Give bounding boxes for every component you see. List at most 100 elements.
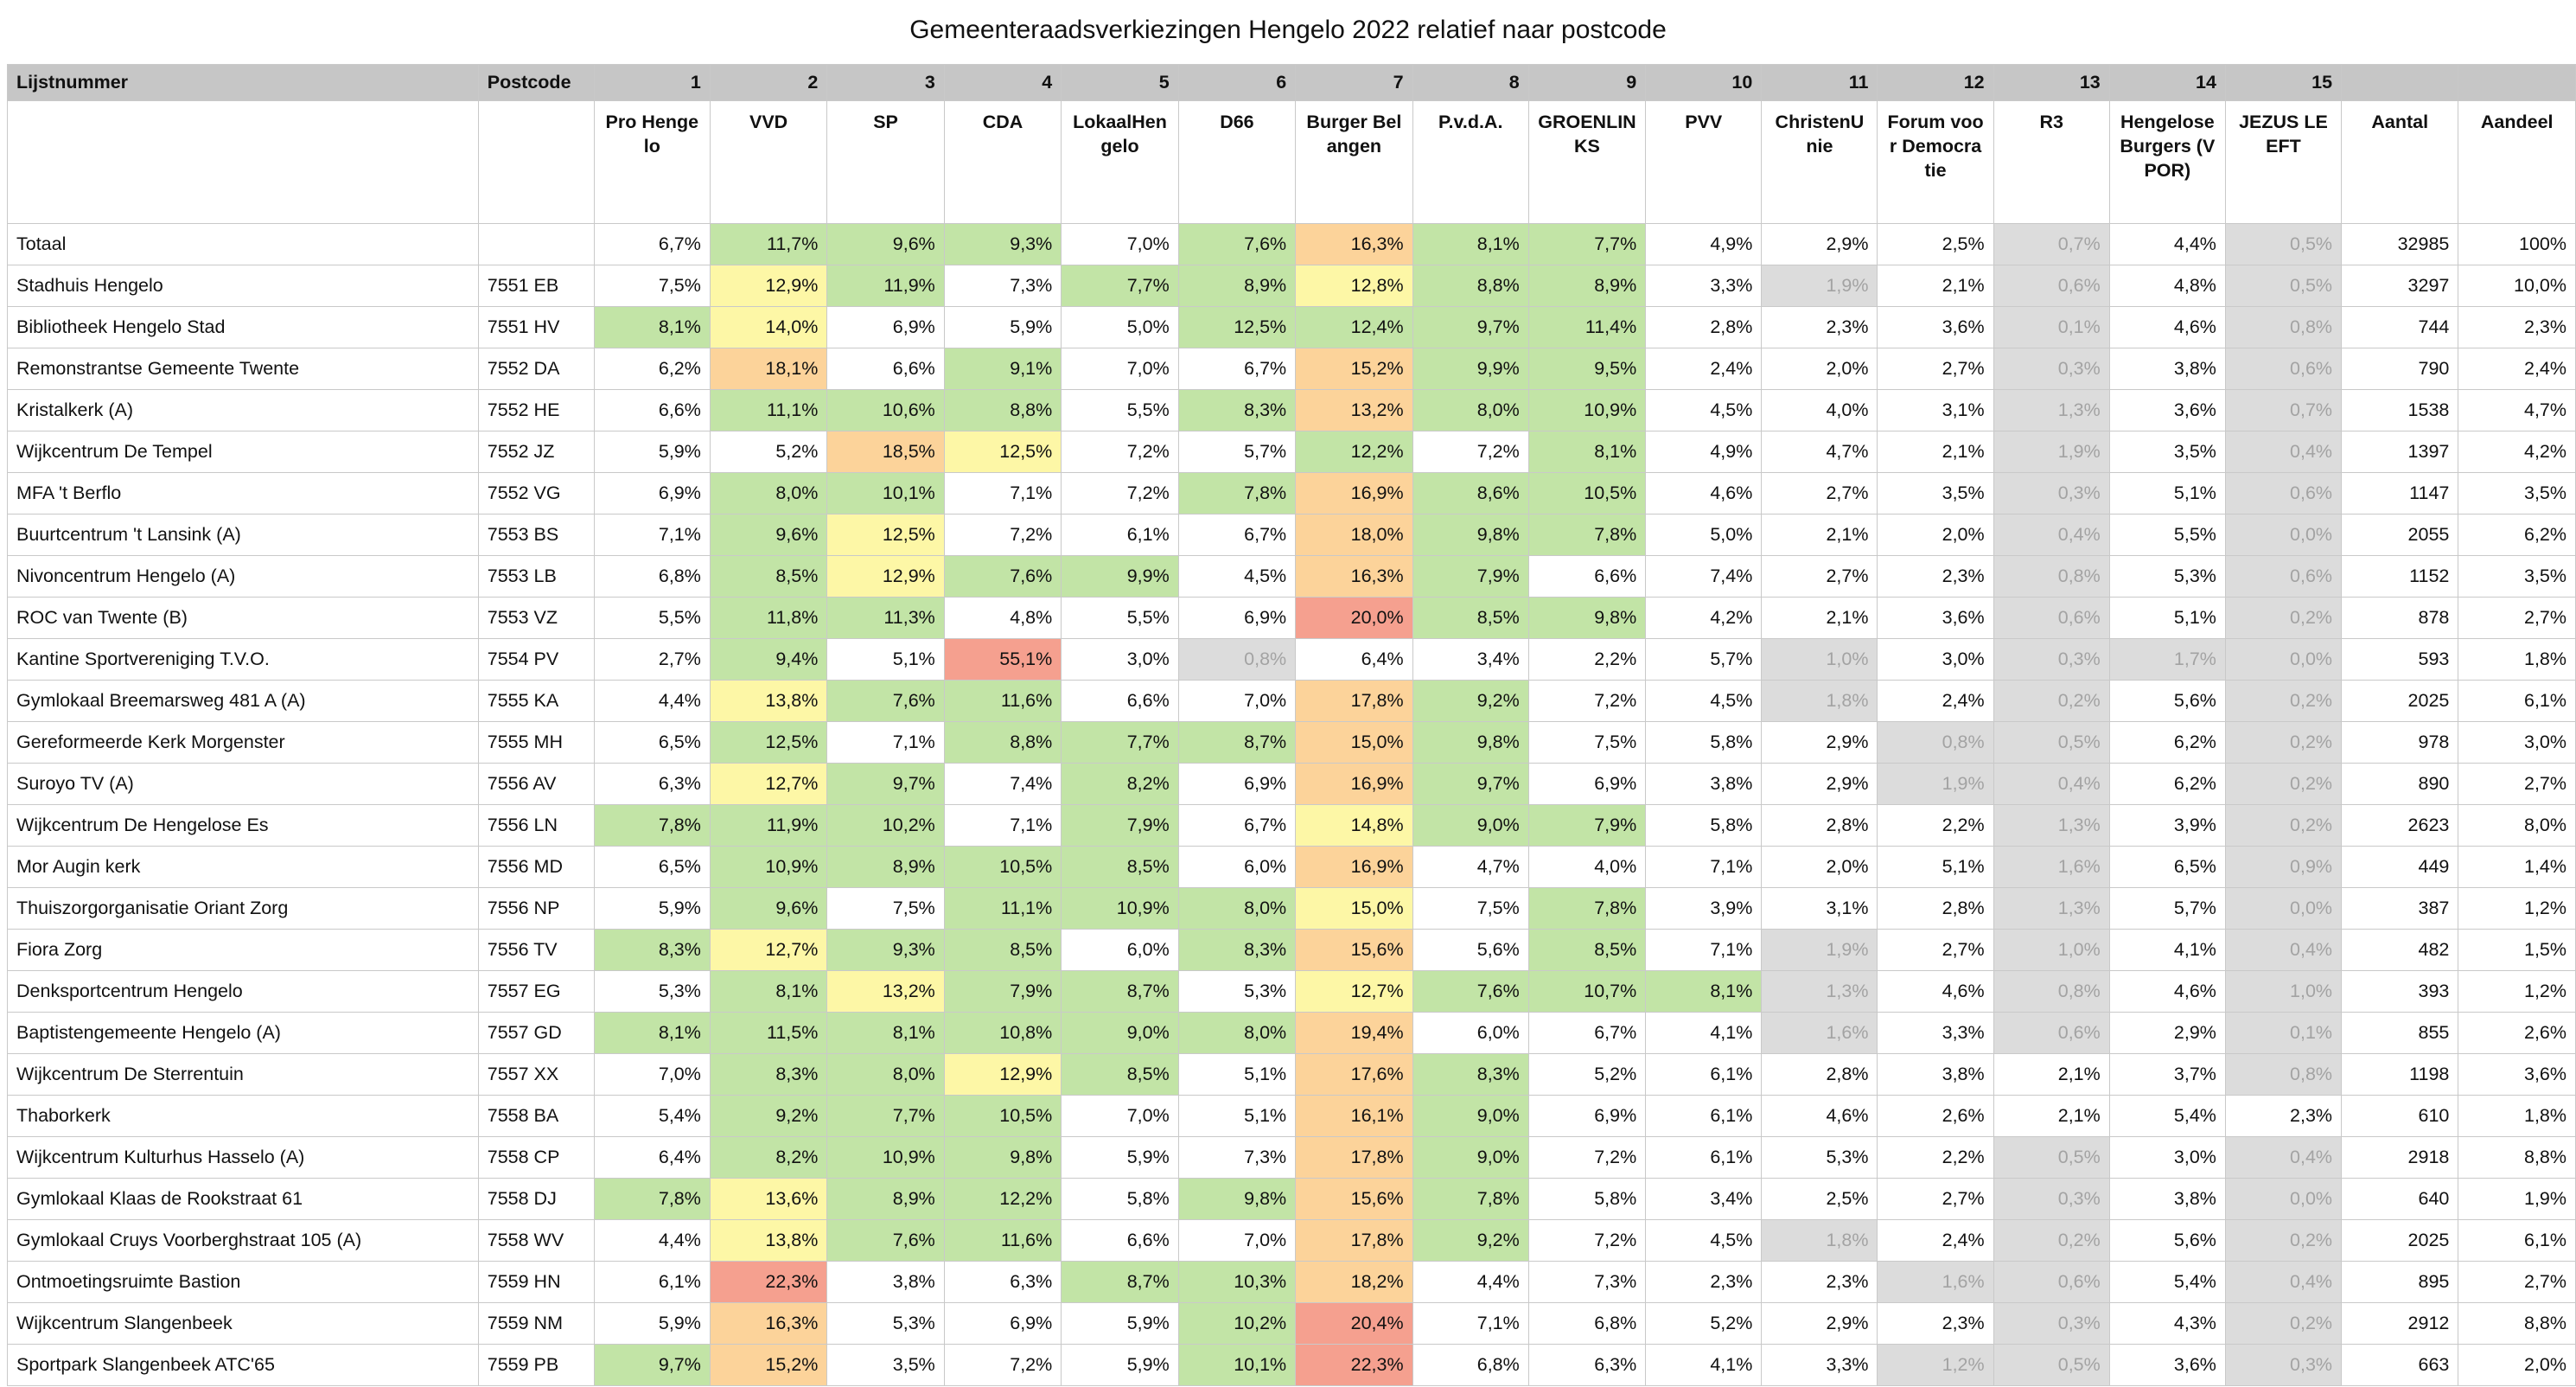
column-header: 1 xyxy=(593,64,711,101)
share-cell: 100% xyxy=(2458,223,2576,265)
share-cell: 2,7% xyxy=(2458,1261,2576,1303)
percentage-cell: 3,8% xyxy=(2108,1178,2226,1220)
party-header: R3 xyxy=(1993,100,2110,224)
location-cell: Wijkcentrum De Sterrentuin xyxy=(7,1053,479,1096)
percentage-cell: 6,8% xyxy=(1527,1302,1647,1345)
percentage-cell: 5,3% xyxy=(593,970,711,1013)
percentage-cell: 0,7% xyxy=(2224,389,2343,431)
percentage-cell: 0,2% xyxy=(2224,1219,2343,1262)
percentage-cell: 5,8% xyxy=(1061,1178,1179,1220)
percentage-cell: 6,3% xyxy=(593,763,711,805)
percentage-cell: 4,7% xyxy=(1412,846,1529,888)
percentage-cell: 7,2% xyxy=(1061,472,1179,515)
percentage-cell: 4,5% xyxy=(1645,680,1763,722)
percentage-cell: 3,5% xyxy=(826,1344,945,1386)
percentage-cell: 16,3% xyxy=(1295,223,1413,265)
percentage-cell: 6,4% xyxy=(593,1136,711,1179)
party-header: PVV xyxy=(1645,100,1763,224)
percentage-cell: 55,1% xyxy=(943,638,1062,681)
table-row: ROC van Twente (B) 7553 VZ 5,5% 11,8% 11,3% 4… xyxy=(7,597,2576,639)
percentage-cell: 7,9% xyxy=(943,970,1062,1013)
postcode-cell: 7555 MH xyxy=(477,721,595,764)
percentage-cell: 7,0% xyxy=(1177,680,1297,722)
share-cell: 3,6% xyxy=(2458,1053,2576,1096)
location-cell: Gymlokaal Klaas de Rookstraat 61 xyxy=(7,1178,479,1220)
percentage-cell: 6,9% xyxy=(826,306,945,348)
percentage-cell: 9,7% xyxy=(1412,306,1529,348)
percentage-cell: 15,6% xyxy=(1295,929,1413,971)
percentage-cell: 7,2% xyxy=(1527,1136,1647,1179)
share-cell: 1,8% xyxy=(2458,1095,2576,1137)
percentage-cell: 8,1% xyxy=(593,1012,711,1054)
percentage-cell: 6,5% xyxy=(2108,846,2226,888)
percentage-cell: 11,1% xyxy=(709,389,828,431)
percentage-cell: 18,1% xyxy=(709,348,828,390)
percentage-cell: 3,6% xyxy=(1877,597,1994,639)
count-cell: 387 xyxy=(2341,887,2459,930)
percentage-cell: 1,0% xyxy=(1993,929,2110,971)
percentage-cell: 13,2% xyxy=(826,970,945,1013)
percentage-cell: 7,3% xyxy=(1527,1261,1647,1303)
percentage-cell: 2,0% xyxy=(1761,348,1878,390)
table-row: Bibliotheek Hengelo Stad 7551 HV 8,1% 14,0%… xyxy=(7,306,2576,348)
share-cell: 4,7% xyxy=(2458,389,2576,431)
postcode-cell: 7558 WV xyxy=(477,1219,595,1262)
percentage-cell: 3,7% xyxy=(2108,1053,2226,1096)
share-cell: 1,8% xyxy=(2458,638,2576,681)
share-cell: 4,2% xyxy=(2458,431,2576,473)
percentage-cell: 9,5% xyxy=(1527,348,1647,390)
percentage-cell: 2,2% xyxy=(1877,1136,1994,1179)
percentage-cell: 9,7% xyxy=(826,763,945,805)
percentage-cell: 20,0% xyxy=(1295,597,1413,639)
percentage-cell: 6,7% xyxy=(1177,804,1297,847)
table-row: Wijkcentrum De Sterrentuin 7557 XX 7,0% 8,3… xyxy=(7,1053,2576,1096)
percentage-cell: 4,8% xyxy=(2108,265,2226,307)
column-header: 3 xyxy=(826,64,945,101)
percentage-cell: 5,4% xyxy=(593,1095,711,1137)
percentage-cell: 10,9% xyxy=(709,846,828,888)
percentage-cell: 0,1% xyxy=(2224,1012,2343,1054)
percentage-cell: 7,2% xyxy=(943,1344,1062,1386)
percentage-cell: 9,0% xyxy=(1061,1012,1179,1054)
percentage-cell: 2,9% xyxy=(1761,223,1878,265)
percentage-cell: 9,1% xyxy=(943,348,1062,390)
column-header: 5 xyxy=(1061,64,1179,101)
percentage-cell: 8,1% xyxy=(1645,970,1763,1013)
percentage-cell: 10,7% xyxy=(1527,970,1647,1013)
percentage-cell: 5,8% xyxy=(1645,804,1763,847)
percentage-cell: 9,8% xyxy=(1412,721,1529,764)
percentage-cell: 7,2% xyxy=(943,514,1062,556)
party-header xyxy=(7,100,479,224)
percentage-cell: 5,2% xyxy=(1527,1053,1647,1096)
percentage-cell: 4,4% xyxy=(1412,1261,1529,1303)
percentage-cell: 18,5% xyxy=(826,431,945,473)
percentage-cell: 8,2% xyxy=(1061,763,1179,805)
percentage-cell: 6,1% xyxy=(593,1261,711,1303)
percentage-cell: 15,0% xyxy=(1295,721,1413,764)
percentage-cell: 8,3% xyxy=(709,1053,828,1096)
share-cell: 8,0% xyxy=(2458,804,2576,847)
share-cell: 1,4% xyxy=(2458,846,2576,888)
count-cell: 1152 xyxy=(2341,555,2459,598)
percentage-cell: 8,8% xyxy=(1412,265,1529,307)
postcode-cell: 7557 GD xyxy=(477,1012,595,1054)
percentage-cell: 0,4% xyxy=(1993,514,2110,556)
count-cell: 895 xyxy=(2341,1261,2459,1303)
percentage-cell: 1,6% xyxy=(1761,1012,1878,1054)
percentage-cell: 6,4% xyxy=(1295,638,1413,681)
percentage-cell: 0,0% xyxy=(2224,1178,2343,1220)
results-table: Lijstnummer Postcode 1 2 3 4 5 6 7 8 9 10 11 12 13 14 15… xyxy=(7,64,2576,1386)
percentage-cell: 4,6% xyxy=(1877,970,1994,1013)
location-cell: Thaborkerk xyxy=(7,1095,479,1137)
percentage-cell: 1,2% xyxy=(1877,1344,1994,1386)
percentage-cell: 5,1% xyxy=(2108,472,2226,515)
share-cell: 8,8% xyxy=(2458,1136,2576,1179)
postcode-cell: 7556 NP xyxy=(477,887,595,930)
percentage-cell: 22,3% xyxy=(709,1261,828,1303)
percentage-cell: 7,5% xyxy=(826,887,945,930)
party-header: Burger Belangen xyxy=(1295,100,1413,224)
percentage-cell: 6,6% xyxy=(826,348,945,390)
location-cell: Baptistengemeente Hengelo (A) xyxy=(7,1012,479,1054)
percentage-cell: 4,9% xyxy=(1645,431,1763,473)
percentage-cell: 2,0% xyxy=(1877,514,1994,556)
